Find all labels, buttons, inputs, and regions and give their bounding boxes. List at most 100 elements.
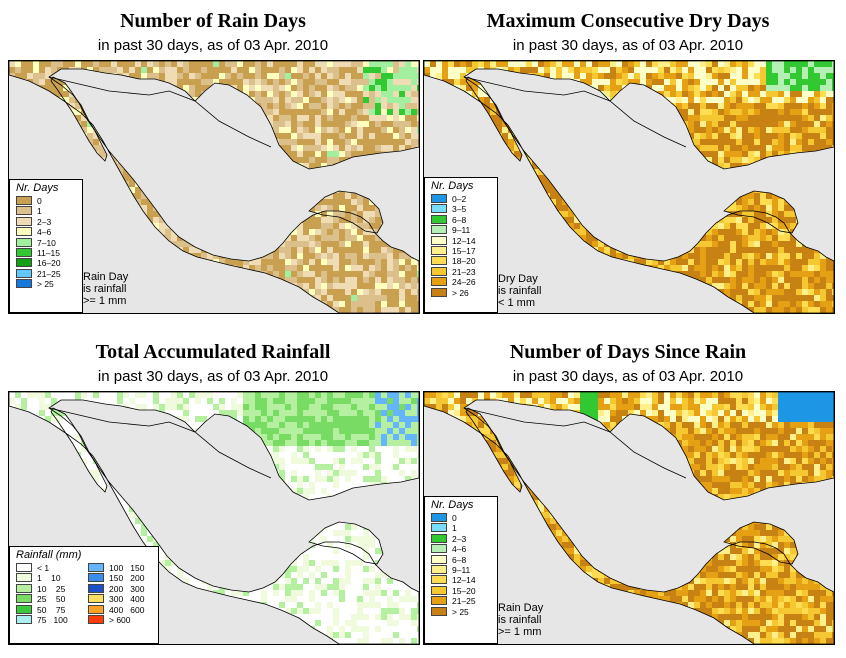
note-line: Rain Day xyxy=(498,602,544,614)
legend-entry: 1 10 xyxy=(10,573,80,583)
legend: Nr. Days 0 1 2–3 4–6 6–8 9–11 12–14 15–20 21–25 >… xyxy=(424,496,498,644)
legend: Nr. Days 0 1 2–3 4–6 7–10 11–15 16–20 21–25 > 25 xyxy=(9,179,83,313)
legend-swatch xyxy=(16,279,32,289)
panel-max-dry-days: Maximum Consecutive Dry Days in past 30 … xyxy=(423,0,835,320)
legend-entry: 24–26 xyxy=(425,277,497,287)
legend-swatch xyxy=(431,277,447,287)
legend-swatch xyxy=(88,583,104,593)
legend-entry: 21–25 xyxy=(425,596,497,606)
legend-label: 150 200 xyxy=(109,573,145,584)
note-line: is rainfall xyxy=(83,283,127,295)
legend-label: 6–8 xyxy=(452,214,467,225)
legend-swatch xyxy=(16,237,32,247)
legend-label: 21–25 xyxy=(37,268,61,279)
legend-label: > 600 xyxy=(109,614,131,625)
coastline xyxy=(465,407,523,493)
legend-label: > 25 xyxy=(452,606,469,617)
legend-entry: 150 200 xyxy=(82,573,156,583)
legend-swatch xyxy=(431,564,447,574)
legend-label: 0–2 xyxy=(452,194,467,204)
legend-rows: 0 1 2–3 4–6 7–10 11–15 16–20 21–25 > 25 xyxy=(10,196,82,290)
legend-entry: 21–25 xyxy=(10,268,82,279)
note-line: is rainfall xyxy=(498,614,542,626)
legend-label: 50 75 xyxy=(37,604,66,615)
legend-label: 3–5 xyxy=(452,204,467,215)
legend-entry: 1 xyxy=(425,523,497,533)
legend-entry: 0–2 xyxy=(425,194,497,204)
legend-entry: > 26 xyxy=(425,287,497,298)
legend-label: 18–20 xyxy=(452,256,476,267)
legend-entry: 300 400 xyxy=(82,594,156,604)
legend-label: 11–15 xyxy=(37,247,61,258)
legend-label: 21–23 xyxy=(452,266,476,277)
legend-label: 10 25 xyxy=(37,583,66,594)
legend-swatch xyxy=(16,614,32,624)
legend-swatch xyxy=(431,204,447,214)
legend-entry: 100 150 xyxy=(82,563,156,573)
legend-label: 21–25 xyxy=(452,596,476,607)
legend-entry: 15–20 xyxy=(425,585,497,596)
legend-swatch xyxy=(431,287,447,297)
legend-swatch xyxy=(431,585,447,595)
legend-label: 15–17 xyxy=(452,245,476,256)
legend-entry: 9–11 xyxy=(425,225,497,235)
legend: Nr. Days 0–2 3–5 6–8 9–11 12–14 15–17 18–20 21–… xyxy=(424,177,498,313)
legend-label: 9–11 xyxy=(452,564,471,575)
legend-label: 6–8 xyxy=(452,554,467,565)
legend-label: 2–3 xyxy=(37,216,52,227)
legend-swatch xyxy=(16,563,32,572)
note-line: >= 1 mm xyxy=(83,295,127,307)
note-line: < 1 mm xyxy=(498,297,535,309)
legend-swatch xyxy=(16,583,32,593)
legend-label: 100 150 xyxy=(109,563,145,573)
coastline xyxy=(723,190,799,234)
coastline xyxy=(50,407,108,493)
panel-title: Maximum Consecutive Dry Days xyxy=(486,10,770,32)
legend-swatch xyxy=(431,194,447,203)
panel-title: Total Accumulated Rainfall xyxy=(95,341,331,363)
legend-swatch xyxy=(431,245,447,255)
legend-swatch xyxy=(431,606,447,616)
country-border xyxy=(463,407,687,479)
legend-entry: 11–15 xyxy=(10,247,82,258)
definition-note: Dry Day is rainfall < 1 mm xyxy=(498,273,541,309)
legend-rows-right: 100 150 150 200 200 300 300 400 400 600 > 600 xyxy=(82,563,156,625)
country-border xyxy=(463,76,687,148)
legend-label: 1 xyxy=(37,206,42,217)
legend-entry: 2–3 xyxy=(425,533,497,544)
legend-swatch xyxy=(88,614,104,624)
definition-note: Rain Day is rainfall >= 1 mm xyxy=(498,602,543,638)
map-canvas xyxy=(9,61,419,313)
legend-label: 16–20 xyxy=(37,258,61,269)
legend-swatch xyxy=(16,604,32,614)
legend-entry: 200 300 xyxy=(82,583,156,594)
legend-swatch xyxy=(431,235,447,245)
legend-swatch xyxy=(88,573,104,583)
coastline xyxy=(308,521,384,565)
note-line: Rain Day xyxy=(83,271,129,283)
legend-title: Rainfall (mm) xyxy=(16,549,82,561)
panel-title: Number of Rain Days xyxy=(120,10,306,32)
legend-entry: 12–14 xyxy=(425,235,497,246)
legend-entry: 6–8 xyxy=(425,554,497,565)
coastline xyxy=(465,76,523,162)
legend-entry: > 25 xyxy=(10,279,82,289)
panel-subtitle: in past 30 days, as of 03 Apr. 2010 xyxy=(512,368,744,385)
legend-rows: 0 1 2–3 4–6 6–8 9–11 12–14 15–20 21–25 > 25 xyxy=(425,513,497,617)
legend-entry: 15–17 xyxy=(425,245,497,256)
note-line: is rainfall xyxy=(498,285,542,297)
panel-total-rainfall: Total Accumulated Rainfall in past 30 da… xyxy=(8,331,420,651)
legend-entry: 6–8 xyxy=(425,214,497,225)
legend-label: < 1 xyxy=(37,563,50,573)
legend-title: Nr. Days xyxy=(431,499,474,511)
legend-label: 25 50 xyxy=(37,594,66,605)
legend-label: 400 600 xyxy=(109,604,145,615)
country-border xyxy=(48,76,272,148)
note-line: Dry Day xyxy=(498,273,538,285)
panel-title: Number of Days Since Rain xyxy=(509,341,747,363)
legend-label: 4–6 xyxy=(452,544,467,555)
legend-entry: 400 600 xyxy=(82,604,156,615)
coastline xyxy=(424,392,834,644)
country-border xyxy=(48,407,272,479)
legend-swatch xyxy=(88,604,104,614)
